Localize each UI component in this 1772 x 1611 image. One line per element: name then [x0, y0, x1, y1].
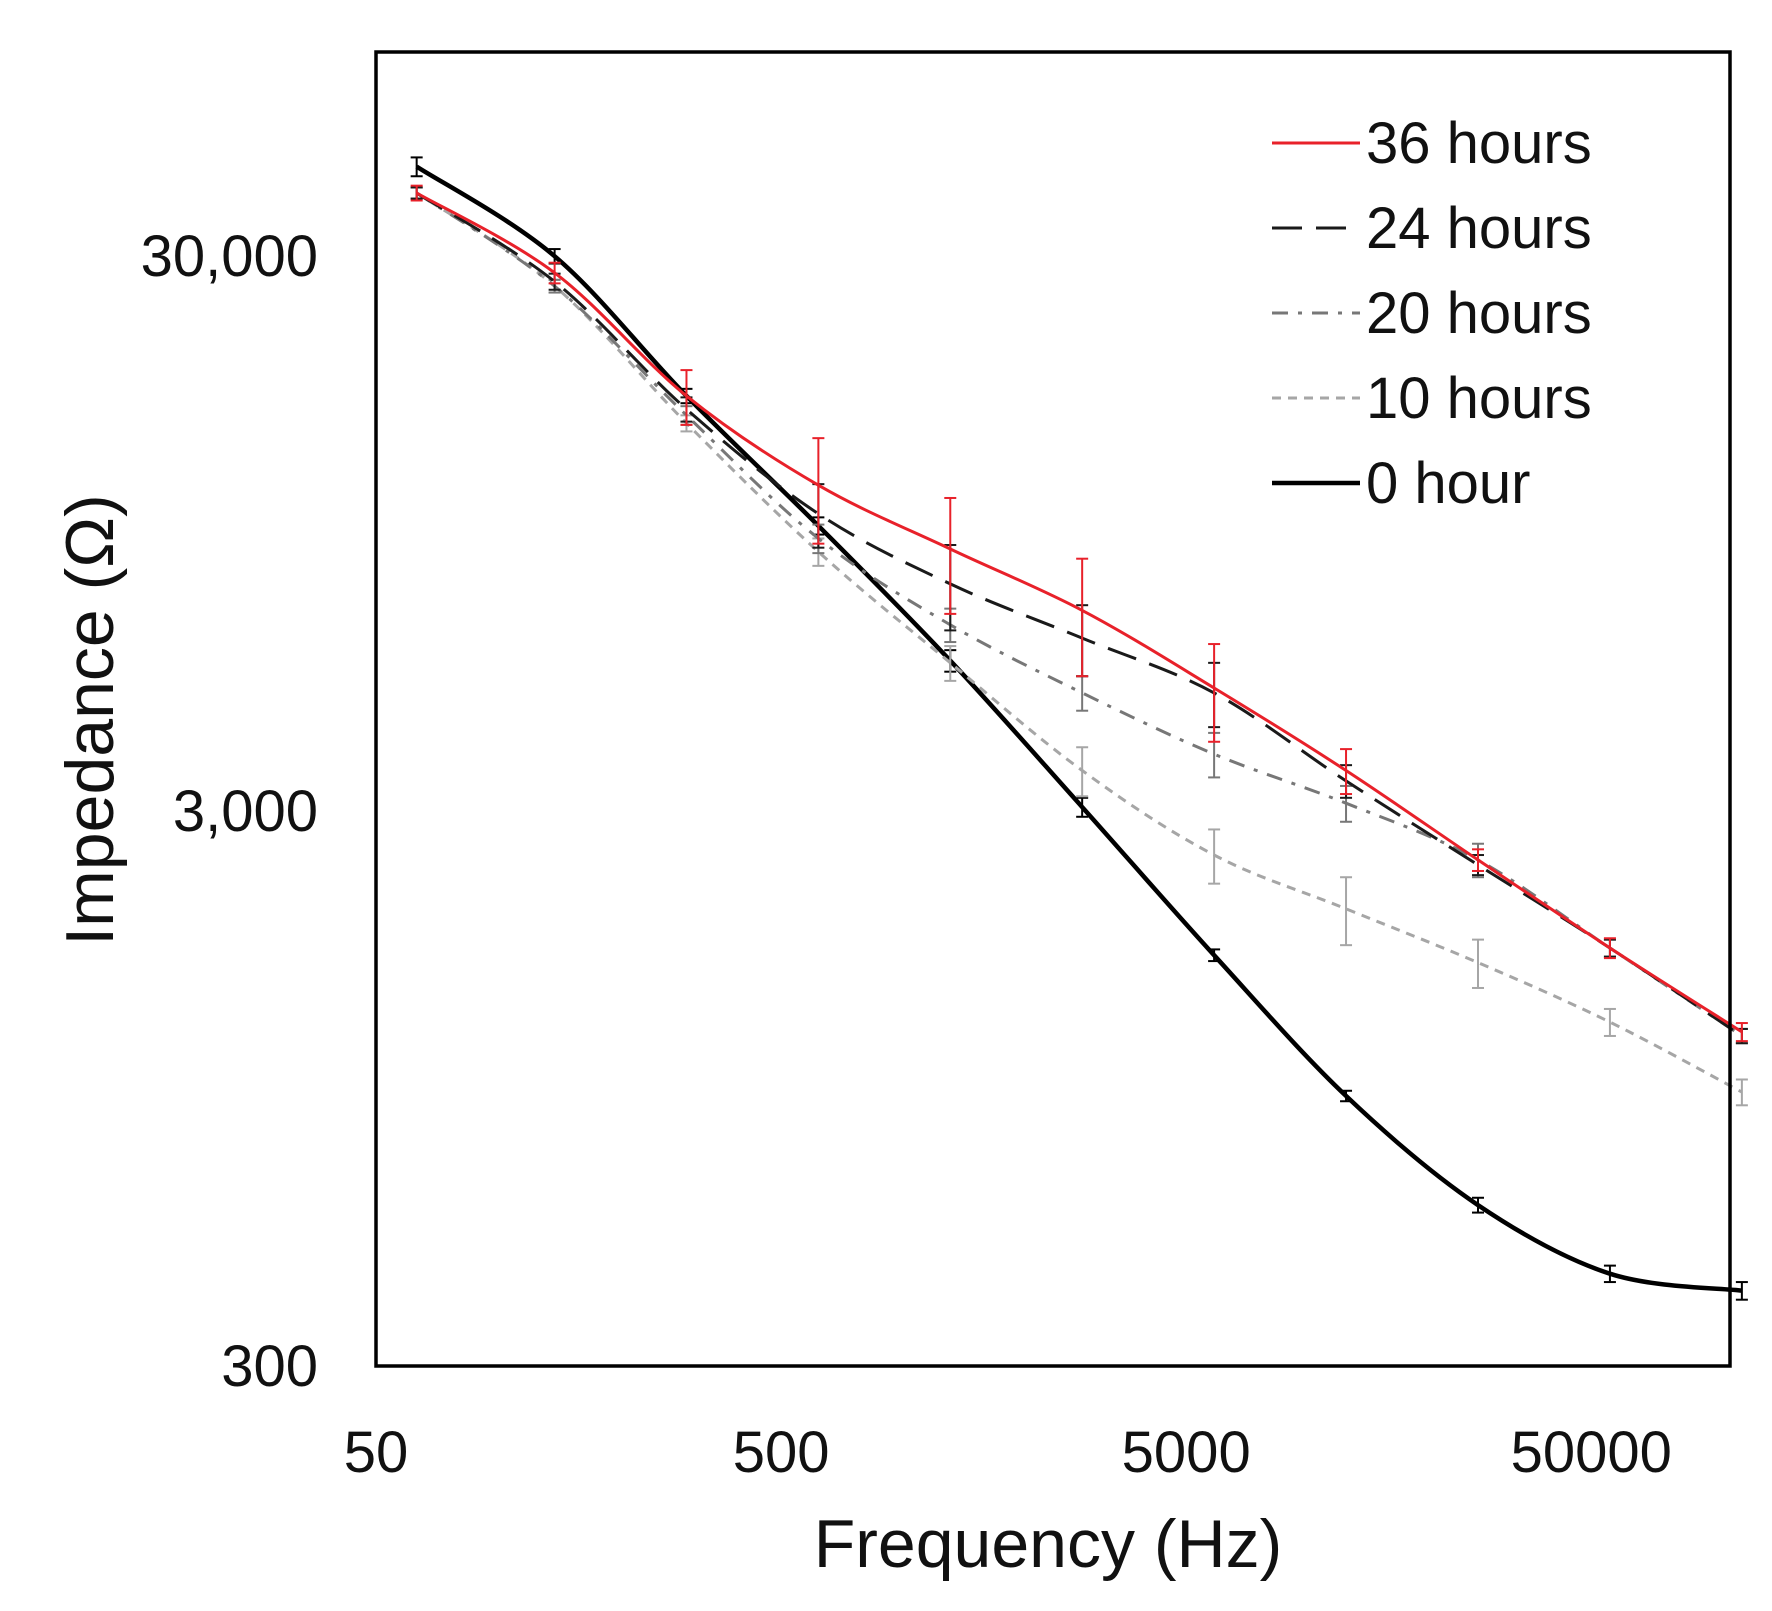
y-tick-label: 30,000	[141, 224, 318, 289]
legend: 36 hours 24 hours 20 hours 10 hours 0 hour	[1272, 111, 1592, 516]
error-bar	[1735, 1022, 1748, 1043]
legend-item: 20 hours	[1272, 281, 1592, 346]
plot-frame	[374, 50, 1732, 1368]
x-axis-title: Frequency (Hz)	[814, 1506, 1283, 1582]
x-tick-label: 500	[733, 1420, 830, 1485]
y-tick-label: 300	[221, 1334, 318, 1399]
error-bar	[1208, 643, 1221, 743]
series-line	[415, 164, 1743, 1293]
x-tick-label: 50000	[1511, 1420, 1672, 1485]
legend-label: 24 hours	[1366, 196, 1592, 261]
series-36-hours	[410, 184, 1748, 1043]
error-bar	[1076, 557, 1089, 678]
legend-label: 10 hours	[1366, 366, 1592, 431]
series-line	[415, 191, 1743, 1094]
error-bar	[1603, 1007, 1616, 1037]
series-line	[415, 191, 1743, 1038]
legend-item: 10 hours	[1272, 366, 1592, 431]
legend-item: 36 hours	[1272, 111, 1592, 176]
error-bar	[812, 437, 825, 545]
x-tick-label: 5000	[1122, 1420, 1251, 1485]
legend-label: 0 hour	[1366, 451, 1530, 516]
series-line	[415, 191, 1743, 1034]
error-bar	[944, 645, 957, 682]
legend-label: 20 hours	[1366, 281, 1592, 346]
y-tick-label: 3,000	[173, 779, 318, 844]
legend-label: 36 hours	[1366, 111, 1592, 176]
series-layer	[410, 156, 1748, 1301]
tick-labels: 50 500 5000 50000 300 3,000 30,000	[141, 224, 1672, 1485]
legend-item: 24 hours	[1272, 196, 1592, 261]
error-bar	[944, 496, 957, 615]
error-bar	[1735, 1078, 1748, 1107]
x-tick-label: 50	[344, 1420, 409, 1485]
error-bar	[1471, 938, 1484, 989]
legend-item: 0 hour	[1272, 451, 1530, 516]
y-axis-title: Impedance (Ω)	[52, 494, 128, 945]
error-bar	[1340, 876, 1353, 947]
